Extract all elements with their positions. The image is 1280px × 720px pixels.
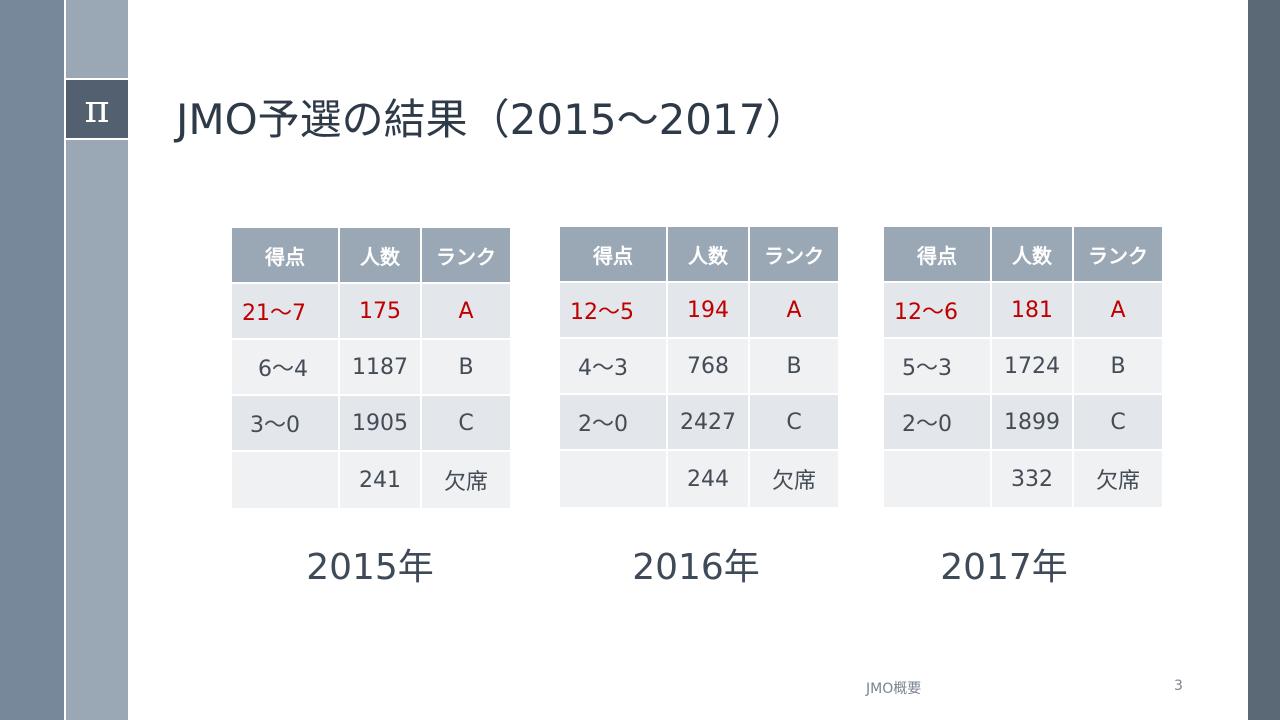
cell-score: 21～7 bbox=[232, 284, 340, 340]
cell-count: 1724 bbox=[992, 339, 1074, 395]
cell-count: 332 bbox=[992, 451, 1074, 507]
table-row: 241 欠席 bbox=[232, 452, 510, 508]
table-row: 3～0 1905 C bbox=[232, 396, 510, 452]
cell-count: 1905 bbox=[340, 396, 422, 452]
cell-score: 5～3 bbox=[884, 339, 992, 395]
cell-score: 12～5 bbox=[560, 283, 668, 339]
table-row: 6～4 1187 B bbox=[232, 340, 510, 396]
table-row: 2～0 1899 C bbox=[884, 395, 1162, 451]
year-label-2016: 2016年 bbox=[632, 547, 760, 588]
cell-rank: C bbox=[1074, 395, 1162, 451]
cell-count: 181 bbox=[992, 283, 1074, 339]
cell-rank: C bbox=[422, 396, 510, 452]
table-row: 12～6 181 A bbox=[884, 283, 1162, 339]
cell-rank: B bbox=[1074, 339, 1162, 395]
header-score: 得点 bbox=[560, 227, 668, 283]
header-rank: ランク bbox=[750, 227, 838, 283]
cell-rank: B bbox=[422, 340, 510, 396]
cell-rank: A bbox=[1074, 283, 1162, 339]
cell-count: 1899 bbox=[992, 395, 1074, 451]
cell-count: 244 bbox=[668, 451, 750, 507]
cell-rank: A bbox=[422, 284, 510, 340]
results-table-2015: 得点 人数 ランク 21～7 175 A 6～4 1187 B 3～0 1905… bbox=[232, 228, 510, 508]
table-header-row: 得点 人数 ランク bbox=[560, 227, 838, 283]
table-row: 21～7 175 A bbox=[232, 284, 510, 340]
cell-count: 241 bbox=[340, 452, 422, 508]
cell-score: 6～4 bbox=[232, 340, 340, 396]
cell-score: 2～0 bbox=[560, 395, 668, 451]
results-table-2016: 得点 人数 ランク 12～5 194 A 4～3 768 B 2～0 2427 … bbox=[560, 227, 838, 507]
header-count: 人数 bbox=[340, 228, 422, 284]
header-score: 得点 bbox=[232, 228, 340, 284]
header-rank: ランク bbox=[422, 228, 510, 284]
page-number: 3 bbox=[1174, 678, 1183, 694]
year-label-2015: 2015年 bbox=[306, 547, 434, 588]
header-rank: ランク bbox=[1074, 227, 1162, 283]
slide-footer: JMO概要 bbox=[866, 681, 922, 697]
slide-title: JMO予選の結果（2015～2017） bbox=[176, 95, 808, 144]
right-decor-bar bbox=[1248, 0, 1280, 720]
table-header-row: 得点 人数 ランク bbox=[232, 228, 510, 284]
cell-score: 12～6 bbox=[884, 283, 992, 339]
cell-score bbox=[560, 451, 668, 507]
table-row: 4～3 768 B bbox=[560, 339, 838, 395]
cell-count: 1187 bbox=[340, 340, 422, 396]
table-row: 12～5 194 A bbox=[560, 283, 838, 339]
cell-score: 2～0 bbox=[884, 395, 992, 451]
table-header-row: 得点 人数 ランク bbox=[884, 227, 1162, 283]
cell-rank: C bbox=[750, 395, 838, 451]
table-row: 332 欠席 bbox=[884, 451, 1162, 507]
cell-score bbox=[884, 451, 992, 507]
table-row: 5～3 1724 B bbox=[884, 339, 1162, 395]
table-row: 2～0 2427 C bbox=[560, 395, 838, 451]
pi-logo-icon: π bbox=[66, 78, 128, 140]
header-score: 得点 bbox=[884, 227, 992, 283]
cell-rank: B bbox=[750, 339, 838, 395]
header-count: 人数 bbox=[668, 227, 750, 283]
cell-rank: A bbox=[750, 283, 838, 339]
cell-count: 175 bbox=[340, 284, 422, 340]
cell-score: 4～3 bbox=[560, 339, 668, 395]
cell-rank: 欠席 bbox=[750, 451, 838, 507]
cell-rank: 欠席 bbox=[1074, 451, 1162, 507]
cell-count: 194 bbox=[668, 283, 750, 339]
cell-count: 2427 bbox=[668, 395, 750, 451]
cell-rank: 欠席 bbox=[422, 452, 510, 508]
results-table-2017: 得点 人数 ランク 12～6 181 A 5～3 1724 B 2～0 1899… bbox=[884, 227, 1162, 507]
year-label-2017: 2017年 bbox=[940, 547, 1068, 588]
cell-count: 768 bbox=[668, 339, 750, 395]
table-row: 244 欠席 bbox=[560, 451, 838, 507]
cell-score bbox=[232, 452, 340, 508]
cell-score: 3～0 bbox=[232, 396, 340, 452]
header-count: 人数 bbox=[992, 227, 1074, 283]
left-decor-bar bbox=[0, 0, 64, 720]
